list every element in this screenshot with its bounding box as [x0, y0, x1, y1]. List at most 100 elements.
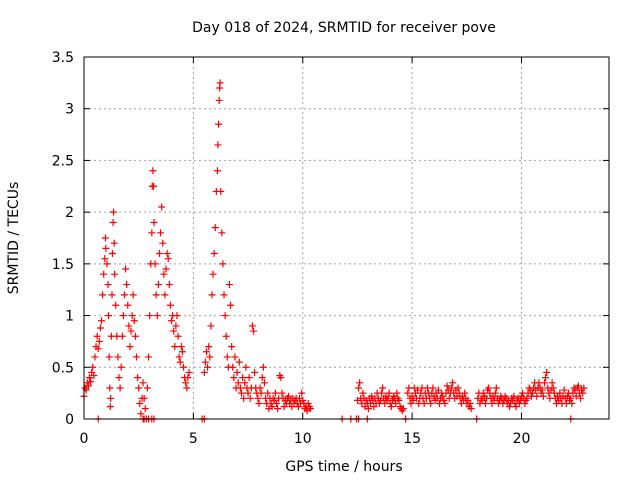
data-point	[183, 384, 191, 392]
data-point	[441, 399, 449, 407]
data-point	[180, 363, 188, 371]
data-point	[580, 384, 588, 392]
y-tick-label: 0.5	[52, 360, 74, 376]
data-point	[259, 363, 267, 371]
data-point	[304, 399, 312, 407]
data-point	[157, 229, 165, 237]
data-point	[466, 399, 474, 407]
data-marks	[80, 79, 588, 423]
data-point	[355, 384, 363, 392]
data-point	[258, 374, 266, 382]
data-point	[414, 386, 422, 394]
data-point	[122, 265, 130, 273]
data-point	[467, 405, 475, 413]
data-point	[117, 363, 125, 371]
data-point	[260, 379, 268, 387]
data-point	[248, 322, 256, 330]
data-point	[200, 368, 208, 376]
data-point	[210, 250, 218, 258]
data-point	[90, 372, 98, 380]
data-point	[241, 379, 249, 387]
data-point	[175, 353, 183, 361]
data-point	[572, 392, 580, 400]
data-point	[209, 270, 217, 278]
data-point	[118, 332, 126, 340]
data-point	[540, 379, 548, 387]
data-point	[271, 389, 279, 397]
data-point	[230, 374, 238, 382]
data-point	[278, 389, 286, 397]
data-point	[568, 399, 576, 407]
data-point	[306, 405, 314, 413]
data-point	[221, 312, 229, 320]
data-point	[216, 79, 224, 87]
data-point	[170, 327, 178, 335]
data-point	[236, 384, 244, 392]
data-point	[264, 389, 272, 397]
data-point	[538, 386, 546, 394]
data-point	[238, 389, 245, 397]
data-point	[223, 353, 231, 361]
data-point	[136, 399, 144, 407]
data-point	[560, 386, 568, 394]
data-point	[172, 322, 180, 330]
data-point	[434, 386, 442, 394]
x-tick-label: 15	[403, 431, 421, 447]
data-point	[228, 343, 236, 351]
data-point	[129, 291, 137, 299]
data-point	[577, 394, 585, 402]
data-point	[510, 392, 518, 400]
data-point	[528, 389, 536, 397]
data-point	[213, 167, 221, 175]
data-point	[549, 384, 557, 392]
data-point	[277, 374, 285, 382]
x-tick-label: 5	[189, 431, 198, 447]
data-point	[481, 399, 489, 407]
data-point	[244, 389, 252, 397]
data-point	[395, 396, 403, 404]
data-point	[393, 389, 401, 397]
data-point	[255, 399, 263, 407]
data-point	[143, 384, 151, 392]
data-point	[220, 291, 228, 299]
data-point	[110, 208, 118, 216]
data-point	[427, 399, 435, 407]
data-point	[105, 312, 112, 320]
data-point	[177, 343, 185, 351]
data-point	[101, 255, 109, 263]
data-point	[225, 281, 233, 289]
data-point	[206, 353, 214, 361]
data-point	[134, 374, 142, 382]
data-point	[140, 394, 148, 402]
data-point	[101, 234, 109, 242]
data-point	[239, 374, 247, 382]
y-tick-label: 2	[65, 205, 74, 221]
y-tick-label: 3	[65, 102, 74, 118]
data-point	[234, 379, 242, 387]
data-point	[539, 392, 547, 400]
data-point	[137, 410, 145, 418]
data-point	[543, 368, 551, 376]
data-point	[254, 394, 262, 402]
data-point	[285, 392, 293, 400]
data-point	[392, 399, 400, 407]
data-point	[131, 332, 139, 340]
data-point	[439, 392, 447, 400]
data-point	[84, 382, 92, 390]
data-point	[492, 384, 500, 392]
data-point	[567, 394, 575, 402]
data-point	[556, 389, 564, 397]
data-point	[454, 384, 462, 392]
data-point	[207, 322, 215, 330]
axis-ticks: 0 0.5 1 1.5 2 2.5 3 3.5 0 5 10 15 20	[52, 50, 609, 447]
data-point	[162, 265, 170, 273]
data-point	[208, 291, 216, 299]
data-point	[150, 182, 158, 190]
data-point	[356, 379, 364, 387]
data-point	[387, 403, 395, 411]
data-point	[108, 291, 116, 299]
x-tick-label: 10	[294, 431, 312, 447]
data-point	[512, 403, 520, 411]
data-point	[217, 187, 225, 195]
data-point	[240, 394, 248, 402]
